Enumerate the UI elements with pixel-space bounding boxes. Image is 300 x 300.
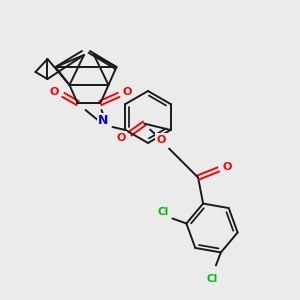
Text: O: O bbox=[156, 135, 166, 145]
Text: N: N bbox=[98, 115, 109, 128]
Text: Cl: Cl bbox=[158, 208, 169, 218]
Text: O: O bbox=[222, 162, 232, 172]
Text: Cl: Cl bbox=[206, 274, 218, 284]
Text: O: O bbox=[123, 87, 132, 97]
Text: O: O bbox=[116, 133, 126, 142]
Text: O: O bbox=[50, 87, 59, 97]
